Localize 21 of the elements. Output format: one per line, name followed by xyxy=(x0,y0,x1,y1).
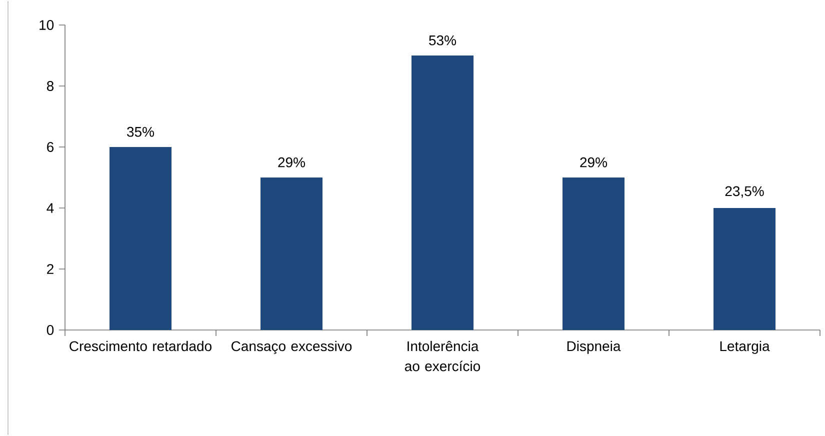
x-tick-label: Cansaço excessivo xyxy=(232,340,352,354)
bar xyxy=(260,177,323,330)
annotation: 35% xyxy=(127,126,154,137)
annotation: 29% xyxy=(580,157,608,168)
annotation: 29% xyxy=(278,157,306,168)
x-tick-label: Letargia xyxy=(720,340,770,354)
bar xyxy=(714,208,776,330)
bar xyxy=(562,177,625,330)
y-tick-label: 8 xyxy=(46,81,54,91)
annotation: 53% xyxy=(429,35,456,46)
bar xyxy=(110,146,172,330)
x-tick-label: Dispneia xyxy=(567,340,621,354)
x-tick-label: Crescimento retardado xyxy=(70,340,212,352)
y-tick-label: 0 xyxy=(46,325,54,335)
y-tick-label: 4 xyxy=(46,203,54,213)
bar xyxy=(412,55,474,330)
y-tick-label: 10 xyxy=(40,20,54,30)
y-tick-label: 2 xyxy=(47,264,54,274)
annotation: 23,5% xyxy=(725,186,764,198)
x-tick-label: Intolerência ao exercício xyxy=(404,340,480,372)
y-tick-label: 6 xyxy=(47,142,54,152)
